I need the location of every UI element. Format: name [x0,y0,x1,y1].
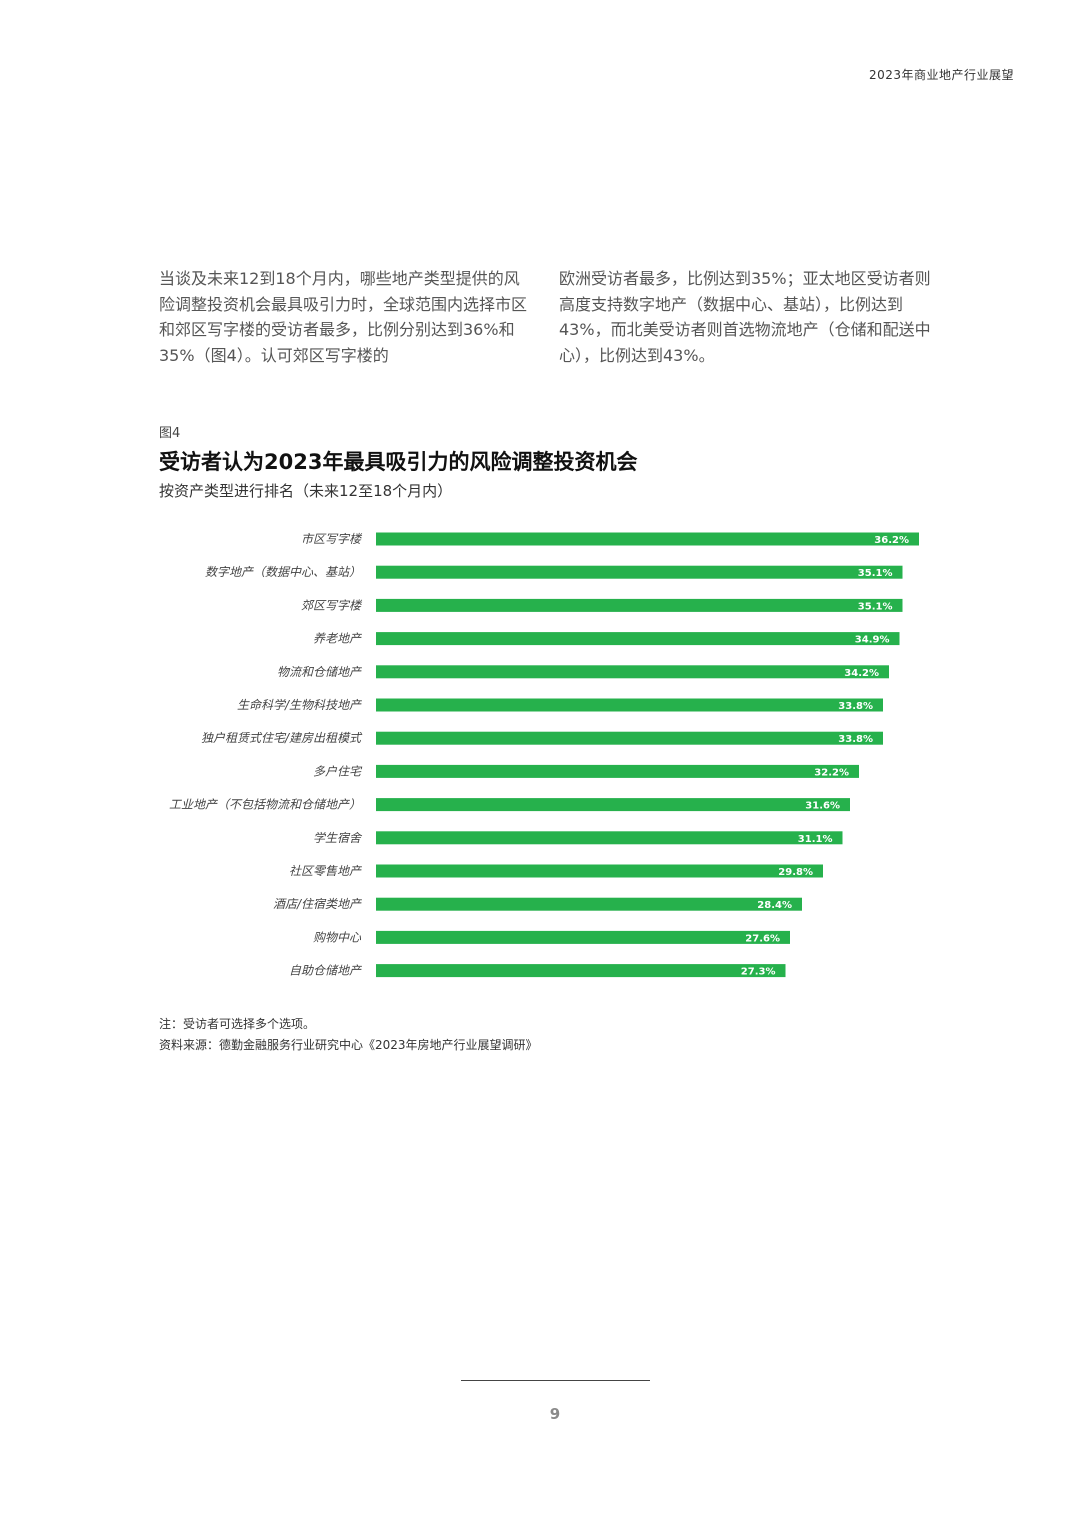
bar [376,964,786,978]
bar [376,930,790,944]
figure-subtitle: 按资产类型进行排名（未来12至18个月内） [159,482,453,500]
bar-chart: 市区写字楼 36.2% 数字地产（数据中心、基站） 35.1% 郊区写字楼 35.1% 养老… [169,532,919,978]
category-label: 市区写字楼 [301,532,363,546]
bar [376,731,883,745]
bar-value-label: 35.1% [858,601,893,612]
category-label: 独户租赁式住宅/建房出租模式 [201,731,363,745]
bar [376,764,859,778]
category-label: 购物中心 [313,930,362,944]
chart-source: 资料来源：德勤金融服务行业研究中心《2023年房地产行业展望调研》 [159,1038,538,1052]
bar [376,665,889,679]
category-label: 社区零售地产 [289,864,362,878]
category-label: 郊区写字楼 [301,598,363,612]
bar-value-label: 29.8% [778,867,813,878]
bar-value-label: 31.6% [805,801,840,812]
bar-value-label: 31.1% [798,834,833,845]
category-label: 酒店/住宿类地产 [273,897,362,911]
bar [376,897,802,911]
body-paragraph-right: 欧洲受访者最多，比例达到35%；亚太地区受访者则高度支持数字地产（数据中心、基站… [559,269,931,365]
bar-value-label: 27.6% [745,933,780,944]
bar-value-label: 34.2% [844,668,879,679]
page-number: 9 [549,1405,561,1423]
category-label: 生命科学/生物科技地产 [237,698,362,712]
bar-value-label: 35.1% [858,568,893,579]
figure-title: 受访者认为2023年最具吸引力的风险调整投资机会 [159,450,638,474]
bar [376,864,823,878]
chart-note: 注：受访者可选择多个选项。 [159,1017,316,1031]
bar-value-label: 32.2% [814,767,849,778]
category-label: 养老地产 [313,632,362,646]
bar-value-label: 28.4% [757,900,792,911]
bar [376,831,843,845]
category-label: 自助仓储地产 [289,964,362,978]
figure-label: 图4 [159,426,181,441]
bar [376,565,903,579]
category-label: 多户住宅 [313,764,363,778]
category-label: 数字地产（数据中心、基站） [205,565,361,579]
category-label: 工业地产（不包括物流和仓储地产） [169,798,361,812]
bar-value-label: 36.2% [874,535,909,546]
bar [376,798,850,812]
bar-value-label: 34.9% [855,635,890,646]
bar-value-label: 33.8% [838,734,873,745]
bar [376,632,900,646]
bar-value-label: 27.3% [741,967,776,978]
bar [376,532,919,546]
bar [376,698,883,712]
category-label: 物流和仓储地产 [277,665,362,679]
body-paragraph-left: 当谈及未来12到18个月内，哪些地产类型提供的风险调整投资机会最具吸引力时，全球… [159,269,528,365]
bar-value-label: 33.8% [838,701,873,712]
report-header-title: 2023年商业地产行业展望 [868,68,1014,82]
bar [376,598,903,612]
category-label: 学生宿舍 [313,831,363,845]
footer-divider [461,1380,650,1381]
